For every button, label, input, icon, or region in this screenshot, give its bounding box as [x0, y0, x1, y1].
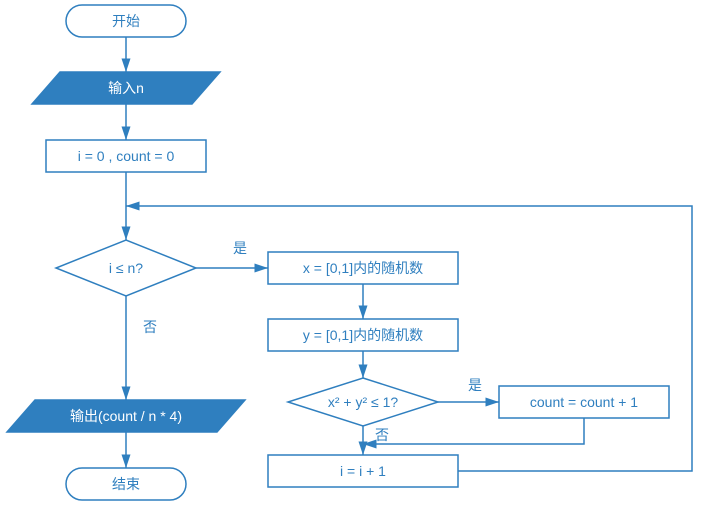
node-end: 结束 — [66, 468, 186, 500]
node-iInc: i = i + 1 — [268, 455, 458, 487]
node-start: 开始 — [66, 5, 186, 37]
node-countInc: count = count + 1 — [499, 386, 669, 418]
flowchart-svg: 开始输入n i = 0 , count = 0 i ≤ n? x = [0,1]内的随… — [0, 0, 712, 526]
node-label-input: 输入n — [108, 80, 144, 96]
node-label-procY: y = [0,1]内的随机数 — [303, 327, 423, 343]
node-label-countInc: count = count + 1 — [530, 394, 638, 410]
edge-label-yes-2: 是 — [468, 377, 482, 393]
node-label-iInc: i = i + 1 — [340, 463, 386, 479]
edge-label-no-2: 否 — [375, 427, 389, 443]
node-procX: x = [0,1]内的随机数 — [268, 252, 458, 284]
node-label-init: i = 0 , count = 0 — [78, 148, 175, 164]
node-input: 输入n — [32, 72, 220, 104]
node-label-dec1: i ≤ n? — [109, 260, 143, 276]
node-dec1: i ≤ n? — [56, 240, 196, 296]
node-label-procX: x = [0,1]内的随机数 — [303, 260, 423, 276]
node-procY: y = [0,1]内的随机数 — [268, 319, 458, 351]
edge-label-yes-1: 是 — [233, 240, 247, 256]
node-output: 输出(count / n * 4) — [7, 400, 245, 432]
node-dec2: x² + y² ≤ 1? — [288, 378, 438, 426]
node-label-dec2: x² + y² ≤ 1? — [328, 394, 399, 410]
node-init: i = 0 , count = 0 — [46, 140, 206, 172]
edge-label-no-1: 否 — [143, 319, 157, 335]
node-label-output: 输出(count / n * 4) — [70, 408, 182, 424]
node-label-end: 结束 — [112, 476, 140, 492]
node-label-start: 开始 — [112, 13, 140, 29]
